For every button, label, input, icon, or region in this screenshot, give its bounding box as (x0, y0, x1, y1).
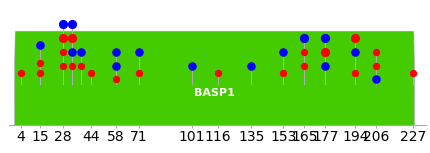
Point (373, 65, 380, 67)
FancyBboxPatch shape (15, 31, 414, 153)
Point (68, 51, 75, 53)
Point (113, 51, 120, 53)
Point (322, 51, 329, 53)
Point (280, 72, 286, 74)
Point (68, 65, 75, 67)
Point (322, 36, 329, 39)
Point (322, 65, 329, 67)
Point (60, 36, 67, 39)
Point (60, 51, 67, 53)
Point (301, 65, 308, 67)
Point (301, 51, 308, 53)
Point (301, 36, 308, 39)
Point (37, 72, 44, 74)
Point (113, 78, 120, 81)
Point (18, 72, 25, 74)
Point (77, 51, 84, 53)
Point (88, 72, 95, 74)
Point (280, 51, 286, 53)
Point (60, 23, 67, 25)
Point (68, 23, 75, 25)
Point (37, 62, 44, 64)
Point (113, 65, 120, 67)
Point (77, 65, 84, 67)
Point (352, 72, 359, 74)
Point (410, 72, 417, 74)
Point (68, 36, 75, 39)
Point (373, 51, 380, 53)
Point (37, 44, 44, 46)
Point (135, 72, 142, 74)
Text: BASP1: BASP1 (194, 88, 235, 98)
Point (352, 36, 359, 39)
Point (60, 65, 67, 67)
Point (352, 51, 359, 53)
Point (188, 65, 195, 67)
Point (215, 72, 221, 74)
Point (373, 78, 380, 81)
Point (135, 51, 142, 53)
Point (248, 65, 255, 67)
